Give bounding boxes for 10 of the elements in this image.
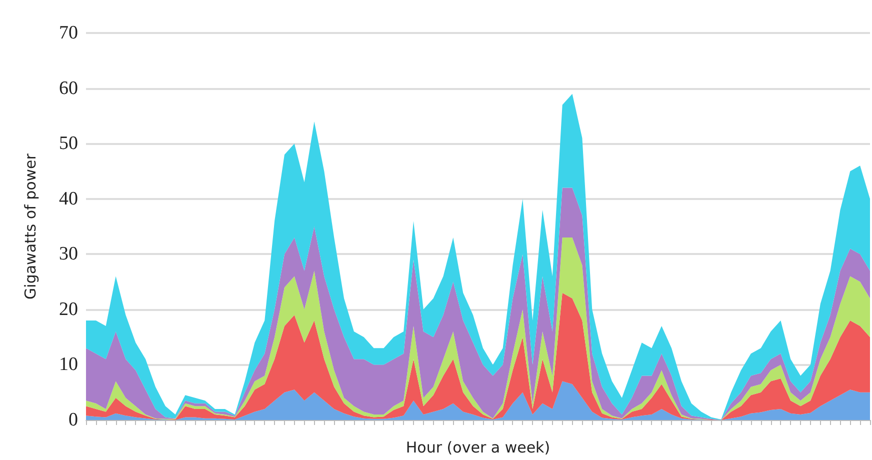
y-tick-label: 20	[59, 298, 78, 320]
y-tick-label: 50	[59, 133, 78, 154]
x-axis-title: Hour (over a week)	[406, 438, 550, 456]
y-tick-label: 40	[59, 188, 78, 210]
y-tick-label: 70	[59, 22, 78, 44]
y-tick-label: 10	[59, 354, 78, 376]
y-tick-label: 0	[68, 410, 78, 430]
y-tick-label: 60	[59, 78, 78, 99]
y-tick-label: 30	[59, 244, 78, 265]
y-axis-title: Gigawatts of power	[22, 152, 40, 300]
